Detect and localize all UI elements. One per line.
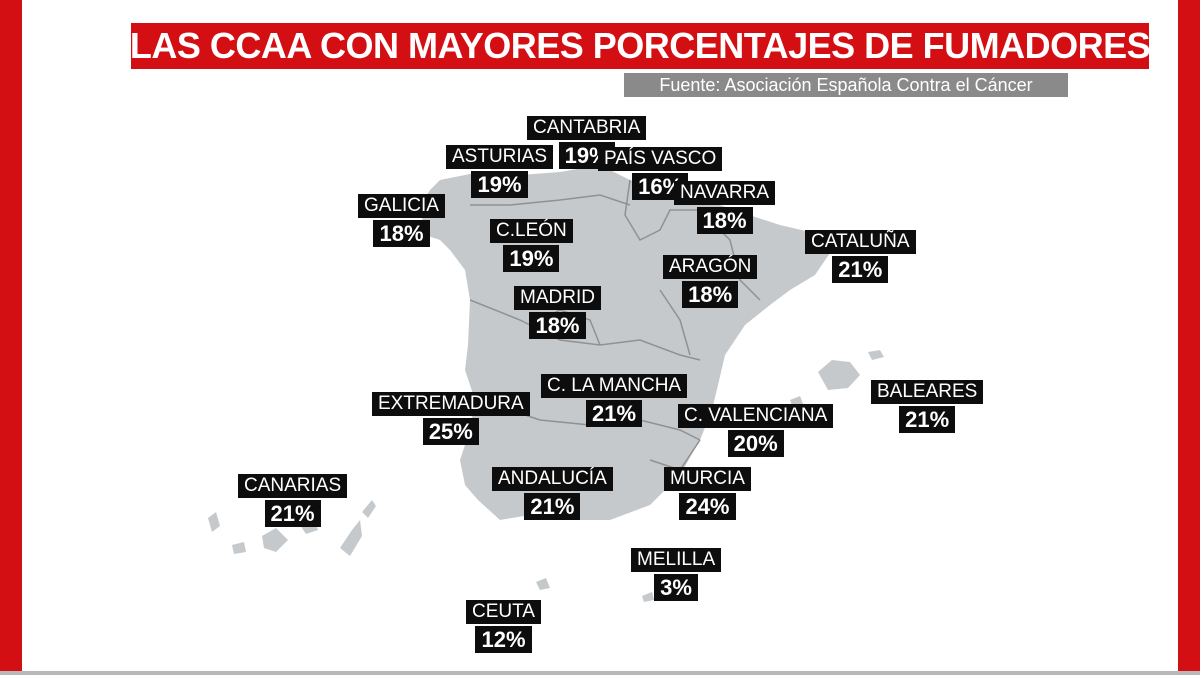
- label-castilla-leon: C.LEÓN 19%: [490, 219, 573, 272]
- region-name: GALICIA: [358, 194, 445, 218]
- region-name: ANDALUCÍA: [492, 467, 613, 491]
- label-madrid: MADRID 18%: [514, 286, 601, 339]
- region-name: PAÍS VASCO: [598, 147, 723, 171]
- region-name: CANARIAS: [238, 474, 348, 498]
- canary-island-1: [208, 512, 220, 532]
- frame-right-bar: [1178, 0, 1200, 675]
- region-name: NAVARRA: [674, 181, 776, 205]
- mallorca-shape: [818, 360, 860, 390]
- region-name: CEUTA: [466, 600, 541, 624]
- label-extremadura: EXTREMADURA 25%: [372, 392, 530, 445]
- label-baleares: BALEARES 21%: [871, 380, 984, 433]
- ceuta-shape: [536, 578, 550, 590]
- label-pais-vasco: PAÍS VASCO 16%: [598, 147, 723, 200]
- region-name: CANTABRIA: [527, 116, 647, 140]
- region-value: 21%: [586, 400, 643, 427]
- region-value: 19%: [471, 171, 528, 198]
- region-value: 21%: [524, 493, 581, 520]
- menorca-shape: [868, 350, 884, 360]
- canary-island-5: [340, 520, 362, 556]
- label-castilla-la-mancha: C. LA MANCHA 21%: [541, 374, 688, 427]
- melilla-shape: [642, 592, 654, 602]
- label-andalucia: ANDALUCÍA 21%: [492, 467, 613, 520]
- region-name: C.LEÓN: [490, 219, 573, 243]
- region-name: C. VALENCIANA: [678, 404, 834, 428]
- label-canarias: CANARIAS 21%: [238, 474, 348, 527]
- region-value: 21%: [832, 256, 889, 283]
- label-aragon: ARAGÓN 18%: [663, 255, 758, 308]
- region-value: 18%: [529, 312, 586, 339]
- label-murcia: MURCIA 24%: [664, 467, 751, 520]
- region-value: 18%: [682, 281, 739, 308]
- region-name: ASTURIAS: [446, 145, 554, 169]
- region-value: 18%: [373, 220, 430, 247]
- region-value: 21%: [264, 500, 321, 527]
- region-name: CATALUÑA: [805, 230, 916, 254]
- page-title: LAS CCAA CON MAYORES PORCENTAJES DE FUMA…: [129, 25, 1151, 66]
- canary-island-2: [232, 542, 246, 554]
- source-caption: Fuente: Asociación Española Contra el Cá…: [624, 73, 1068, 97]
- frame-left-bar: [0, 0, 22, 675]
- region-value: 25%: [422, 418, 479, 445]
- title-banner: LAS CCAA CON MAYORES PORCENTAJES DE FUMA…: [129, 23, 1151, 69]
- region-value: 18%: [696, 207, 753, 234]
- region-name: MURCIA: [664, 467, 751, 491]
- region-name: C. LA MANCHA: [541, 374, 688, 398]
- region-value: 24%: [679, 493, 736, 520]
- frame-bottom-line: [0, 671, 1200, 675]
- label-navarra: NAVARRA 18%: [674, 181, 776, 234]
- region-name: EXTREMADURA: [372, 392, 530, 416]
- region-value: 12%: [475, 626, 532, 653]
- canary-island-3: [262, 528, 288, 552]
- border-line: [659, 289, 691, 356]
- canary-island-6: [362, 500, 376, 518]
- region-value: 21%: [899, 406, 956, 433]
- border-line: [470, 194, 631, 206]
- label-cataluna: CATALUÑA 21%: [805, 230, 916, 283]
- label-ceuta: CEUTA 12%: [466, 600, 541, 653]
- label-galicia: GALICIA 18%: [358, 194, 445, 247]
- label-melilla: MELILLA 3%: [631, 548, 722, 601]
- region-name: BALEARES: [871, 380, 984, 404]
- region-name: ARAGÓN: [663, 255, 758, 279]
- border-line: [624, 179, 700, 241]
- label-asturias: ASTURIAS 19%: [446, 145, 554, 198]
- region-value: 19%: [503, 245, 560, 272]
- region-value: 20%: [727, 430, 784, 457]
- region-name: MADRID: [514, 286, 601, 310]
- region-value: 3%: [654, 574, 698, 601]
- label-c-valenciana: C. VALENCIANA 20%: [678, 404, 834, 457]
- region-name: MELILLA: [631, 548, 722, 572]
